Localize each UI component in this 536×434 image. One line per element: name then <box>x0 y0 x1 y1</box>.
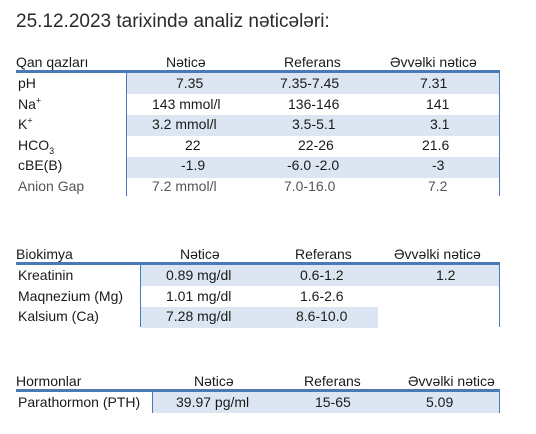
table-row: Kalsium (Ca) 7.28 mg/dl 8.6-10.0 <box>16 306 500 327</box>
table-header: Qan qazları Nəticə Referans Əvvəlki nəti… <box>16 51 500 73</box>
reference-value: 22-26 <box>298 136 334 153</box>
previous-value: -3 <box>432 157 445 173</box>
blood-gas-table: Qan qazları Nəticə Referans Əvvəlki nəti… <box>16 51 500 196</box>
table-row: HCO3 22 22-26 21.6 <box>16 135 500 156</box>
table-row: Na+ 143 mmol/l 136-146 141 <box>16 94 500 115</box>
page-title: 25.12.2023 tarixində analiz nəticələri: <box>16 11 330 32</box>
header-reference: Referans <box>295 246 352 262</box>
header-rule <box>16 262 500 265</box>
row-band <box>141 307 378 328</box>
table-row: Anion Gap 7.2 mmol/l 7.0-16.0 7.2 <box>16 176 500 197</box>
hormones-table: Hormonlar Nəticə Referans Əvvəlki nəticə… <box>16 370 500 413</box>
reference-value: 7.35-7.45 <box>280 75 340 91</box>
header-reference: Referans <box>284 54 341 70</box>
header-category: Hormonlar <box>16 373 82 389</box>
reference-value: 15-65 <box>315 394 351 410</box>
table-row: pH 7.35 7.35-7.45 7.31 <box>16 73 500 94</box>
biochemistry-table: Biokimya Nəticə Referans Əvvəlki nəticə … <box>16 243 500 328</box>
header-result: Nəticə <box>166 54 206 70</box>
previous-value: 3.1 <box>430 116 450 132</box>
result-value: 143 mmol/l <box>152 95 221 112</box>
row-band <box>127 157 499 179</box>
previous-value: 5.09 <box>426 394 454 410</box>
previous-value: 1.2 <box>436 267 456 283</box>
row-band <box>127 73 499 95</box>
header-category: Biokimya <box>16 246 73 262</box>
reference-value: 7.0-16.0 <box>284 177 336 194</box>
header-previous: Əvvəlki nəticə <box>394 246 481 262</box>
previous-value: 21.6 <box>422 136 450 153</box>
row-label: cBE(B) <box>18 157 63 173</box>
row-label: HCO3 <box>18 136 55 156</box>
row-label: Na+ <box>18 94 42 112</box>
values-block <box>126 73 500 196</box>
result-value: -1.9 <box>181 157 206 173</box>
header-result: Nəticə <box>180 246 220 262</box>
table-body: Parathormon (PTH) 39.97 pg/ml 15-65 5.09 <box>16 392 500 413</box>
result-value: 3.2 mmol/l <box>152 116 217 132</box>
result-value: 39.97 pg/ml <box>176 394 250 410</box>
result-value: 7.28 mg/dl <box>166 308 232 324</box>
table-row: cBE(B) -1.9 -6.0 -2.0 -3 <box>16 155 500 176</box>
table-body: pH 7.35 7.35-7.45 7.31 Na+ 143 mmol/l 13… <box>16 73 500 196</box>
table-row: Kreatinin 0.89 mg/dl 0.6-1.2 1.2 <box>16 265 500 286</box>
result-value: 7.2 mmol/l <box>152 177 217 194</box>
result-value: 0.89 mg/dl <box>166 267 232 283</box>
header-previous: Əvvəlki nəticə <box>390 54 477 70</box>
table-row: K+ 3.2 mmol/l 3.5-5.1 3.1 <box>16 114 500 135</box>
table-body: Kreatinin 0.89 mg/dl 0.6-1.2 1.2 Maqnezi… <box>16 265 500 328</box>
row-label: Kalsium (Ca) <box>18 308 99 324</box>
header-previous: Əvvəlki nəticə <box>408 373 495 389</box>
previous-value: 7.2 <box>428 177 448 194</box>
table-row: Maqnezium (Mg) 1.01 mg/dl 1.6-2.6 <box>16 286 500 307</box>
reference-value: -6.0 -2.0 <box>287 157 340 173</box>
header-rule <box>16 389 500 392</box>
header-rule <box>16 70 500 73</box>
reference-value: 3.5-5.1 <box>292 116 336 132</box>
table-header: Hormonlar Nəticə Referans Əvvəlki nəticə <box>16 370 500 392</box>
result-value: 7.35 <box>176 75 204 91</box>
row-band <box>127 115 499 137</box>
values-block <box>140 265 500 328</box>
previous-value: 141 <box>426 95 450 112</box>
values-block <box>152 392 500 413</box>
result-value: 22 <box>185 136 201 153</box>
previous-value: 7.31 <box>420 75 448 91</box>
reference-value: 8.6-10.0 <box>296 308 348 324</box>
header-reference: Referans <box>304 373 361 389</box>
reference-value: 136-146 <box>288 95 340 112</box>
row-label: Anion Gap <box>18 177 85 194</box>
header-result: Nəticə <box>194 373 234 389</box>
header-category: Qan qazları <box>16 54 89 70</box>
row-band <box>153 392 499 413</box>
row-label: pH <box>18 75 36 91</box>
row-band <box>141 265 499 287</box>
reference-value: 1.6-2.6 <box>300 287 344 304</box>
table-row: Parathormon (PTH) 39.97 pg/ml 15-65 5.09 <box>16 392 500 413</box>
reference-value: 0.6-1.2 <box>300 267 344 283</box>
result-value: 1.01 mg/dl <box>166 287 232 304</box>
row-label: Kreatinin <box>18 267 74 283</box>
row-label: K+ <box>18 115 33 132</box>
row-label: Maqnezium (Mg) <box>18 287 124 304</box>
row-label: Parathormon (PTH) <box>18 394 141 410</box>
table-header: Biokimya Nəticə Referans Əvvəlki nəticə <box>16 243 500 265</box>
